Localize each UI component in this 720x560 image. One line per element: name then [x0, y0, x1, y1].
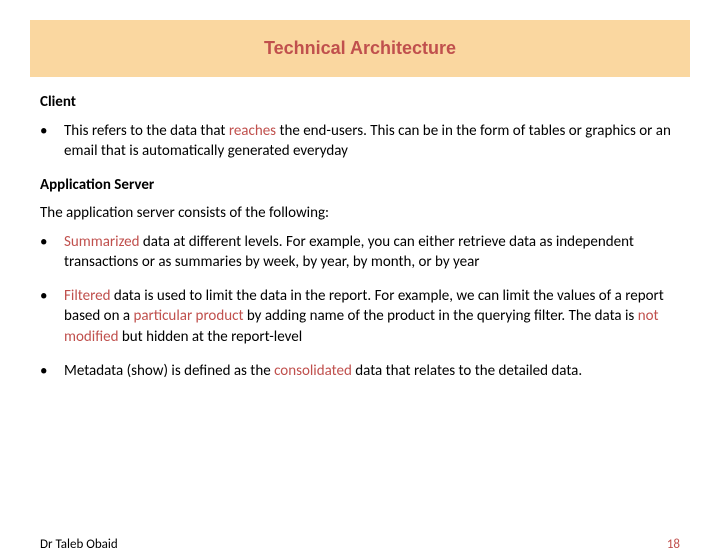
bullet-text: Filtered data is used to limit the data …	[64, 286, 680, 347]
appserver-heading: Application Server	[40, 176, 680, 194]
footer: Dr Taleb Obaid 18	[40, 537, 680, 552]
client-heading: Client	[40, 93, 680, 111]
bullet-text: This refers to the data that reaches the…	[64, 121, 680, 162]
appserver-bullet-3: • Metadata (show) is defined as the cons…	[40, 361, 680, 381]
page-number: 18	[667, 537, 680, 552]
content-area: Client • This refers to the data that re…	[0, 77, 720, 381]
client-bullet: • This refers to the data that reaches t…	[40, 121, 680, 162]
title-bar: Technical Architecture	[30, 20, 690, 77]
bullet-marker: •	[40, 232, 64, 273]
bullet-marker: •	[40, 361, 64, 381]
appserver-bullet-1: • Summarized data at different levels. F…	[40, 232, 680, 273]
appserver-bullet-2: • Filtered data is used to limit the dat…	[40, 286, 680, 347]
page-title: Technical Architecture	[264, 38, 456, 58]
bullet-marker: •	[40, 121, 64, 162]
bullet-text: Summarized data at different levels. For…	[64, 232, 680, 273]
footer-author: Dr Taleb Obaid	[40, 537, 118, 552]
bullet-marker: •	[40, 286, 64, 347]
bullet-text: Metadata (show) is defined as the consol…	[64, 361, 680, 381]
appserver-intro: The application server consists of the f…	[40, 204, 680, 222]
